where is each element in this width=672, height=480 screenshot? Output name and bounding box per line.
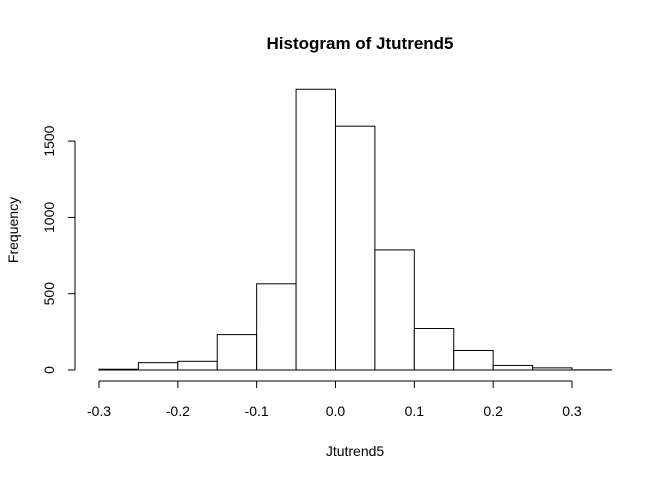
histogram-bar-5 — [295, 88, 336, 371]
x-axis: -0.3 -0.2 -0.1 0.0 0.1 0.2 0.3 — [87, 380, 582, 419]
histogram-bar-9 — [453, 349, 494, 371]
histogram-bar-3 — [216, 334, 258, 371]
histogram-bar-6 — [334, 125, 376, 371]
y-tick-label: 1500 — [41, 125, 57, 156]
x-tick-label: -0.1 — [245, 403, 269, 419]
x-tick-label: 0.2 — [483, 403, 503, 419]
histogram-bar-7 — [374, 249, 415, 371]
y-axis-label: Frequency — [5, 197, 21, 263]
x-axis-label: Jtutrend5 — [326, 443, 385, 459]
bars-group — [98, 88, 612, 371]
histogram-bar-0 — [98, 368, 139, 371]
x-tick-label: 0.3 — [562, 403, 582, 419]
histogram-bar-11 — [532, 367, 573, 371]
y-tick-label: 500 — [41, 282, 57, 306]
histogram-bar-10 — [492, 364, 534, 371]
histogram-bar-2 — [177, 360, 218, 371]
chart-title: Histogram of Jtutrend5 — [266, 34, 453, 53]
y-tick-label: 0 — [41, 366, 57, 374]
x-tick-label: -0.3 — [87, 403, 111, 419]
x-tick-label: -0.2 — [166, 403, 190, 419]
x-tick-label: 0.0 — [326, 403, 346, 419]
y-tick-label: 1000 — [41, 202, 57, 233]
x-tick-label: 0.1 — [405, 403, 425, 419]
histogram-bar-1 — [137, 362, 179, 371]
histogram-bar-8 — [413, 327, 455, 371]
y-axis: 0 500 1000 1500 — [41, 125, 76, 374]
histogram-bar-4 — [256, 283, 297, 371]
